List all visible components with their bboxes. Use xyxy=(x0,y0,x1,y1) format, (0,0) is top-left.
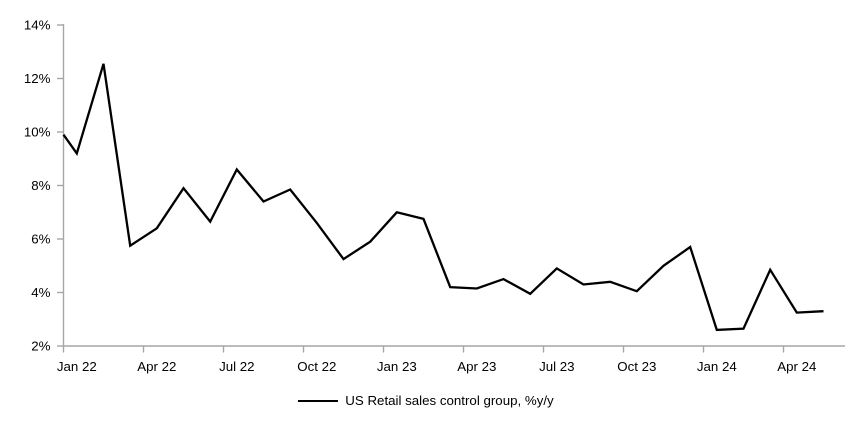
x-tick-label: Oct 22 xyxy=(297,359,336,374)
y-tick-label: 12% xyxy=(24,71,51,86)
y-tick-label: 6% xyxy=(31,232,50,247)
x-tick-label: Oct 23 xyxy=(617,359,656,374)
chart-legend: US Retail sales control group, %y/y xyxy=(0,392,852,410)
x-tick-label: Apr 23 xyxy=(457,359,496,374)
legend-label: US Retail sales control group, %y/y xyxy=(345,393,554,408)
x-tick-label: Jul 22 xyxy=(219,359,254,374)
x-tick-label: Apr 22 xyxy=(137,359,176,374)
x-tick-label: Jan 23 xyxy=(377,359,417,374)
legend-line-icon xyxy=(298,400,339,402)
x-tick-label: Jan 22 xyxy=(57,359,97,374)
y-tick-label: 10% xyxy=(24,125,51,140)
y-tick-label: 4% xyxy=(31,285,50,300)
x-tick-label: Apr 24 xyxy=(777,359,816,374)
y-tick-label: 2% xyxy=(31,339,50,354)
y-tick-label: 8% xyxy=(31,178,50,193)
y-tick-label: 14% xyxy=(24,18,51,33)
x-tick-label: Jan 24 xyxy=(697,359,737,374)
series-line-us-retail-control xyxy=(62,63,824,332)
x-tick-label: Jul 23 xyxy=(539,359,574,374)
